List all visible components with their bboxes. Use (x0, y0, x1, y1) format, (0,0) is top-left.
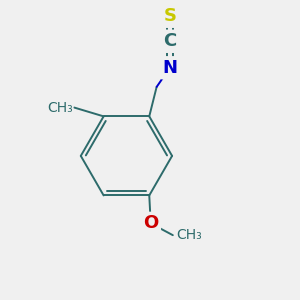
Text: CH₃: CH₃ (47, 100, 73, 115)
Text: S: S (164, 7, 176, 25)
Text: N: N (162, 59, 177, 77)
Text: O: O (143, 214, 158, 232)
Text: C: C (163, 32, 176, 50)
Text: CH₃: CH₃ (176, 228, 202, 242)
